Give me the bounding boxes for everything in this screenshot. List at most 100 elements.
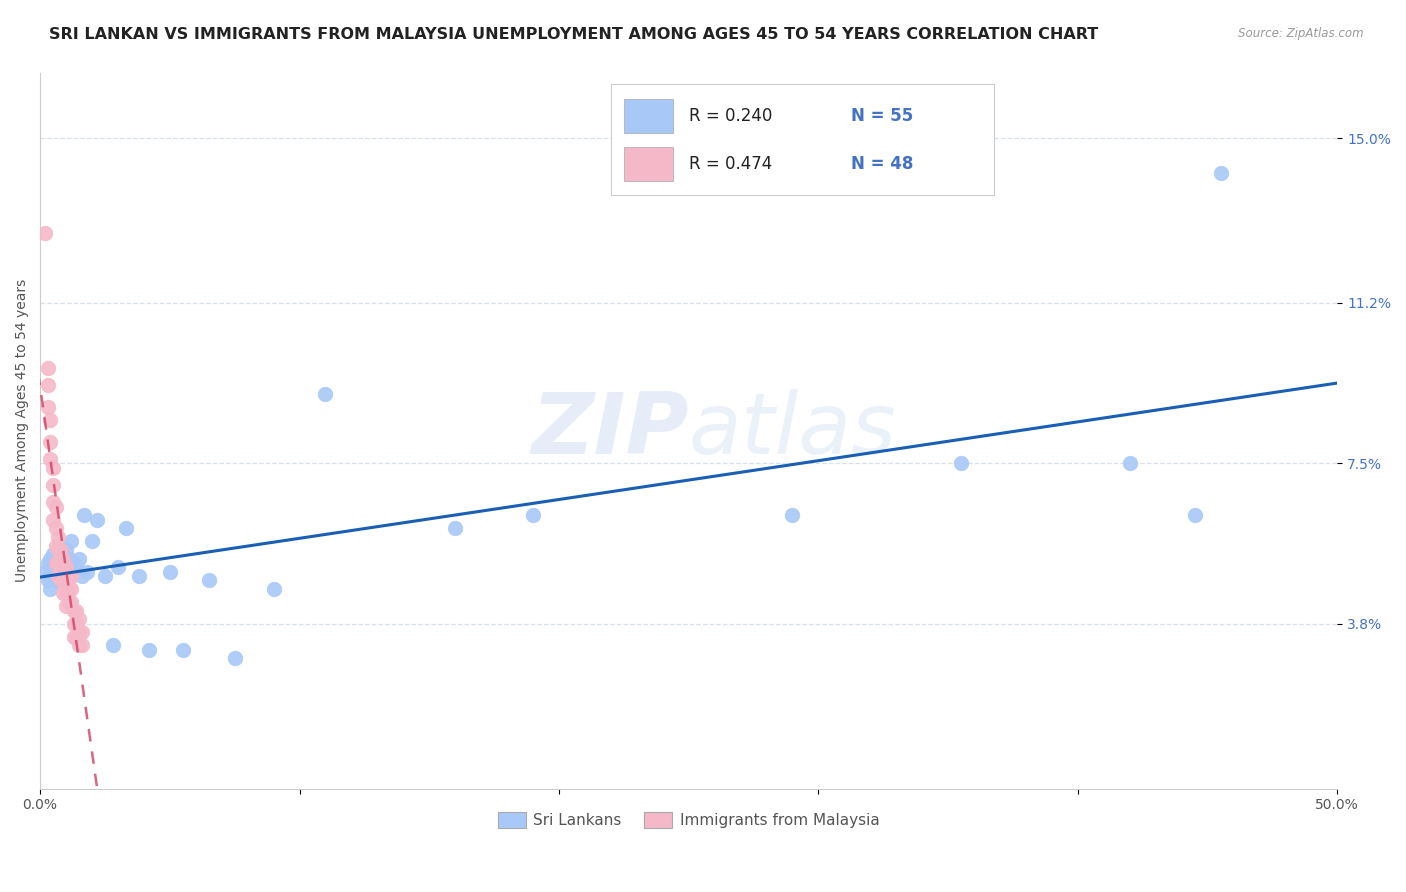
Point xyxy=(65,616,87,631)
Point xyxy=(52,560,75,574)
Point xyxy=(197,574,219,588)
Point xyxy=(76,565,98,579)
Point xyxy=(42,495,65,509)
Point xyxy=(63,556,86,570)
Point xyxy=(55,599,77,614)
Point xyxy=(1184,508,1206,523)
Point xyxy=(49,556,72,570)
FancyBboxPatch shape xyxy=(624,99,673,133)
Point xyxy=(52,565,75,579)
Point xyxy=(65,604,87,618)
Point xyxy=(39,551,62,566)
Point xyxy=(70,639,93,653)
Point xyxy=(49,574,72,588)
Point xyxy=(444,521,467,535)
Point xyxy=(782,508,804,523)
Point xyxy=(45,565,67,579)
Text: R = 0.240: R = 0.240 xyxy=(689,107,772,125)
Point xyxy=(114,521,136,535)
Point xyxy=(46,565,69,579)
Point xyxy=(42,565,65,579)
Point xyxy=(58,569,80,583)
Point xyxy=(52,565,75,579)
Point xyxy=(42,569,65,583)
Point xyxy=(46,543,69,558)
Point xyxy=(67,551,90,566)
Point xyxy=(65,630,87,644)
FancyBboxPatch shape xyxy=(610,84,994,194)
Point xyxy=(52,551,75,566)
Point xyxy=(263,582,285,596)
Point xyxy=(45,556,67,570)
Point xyxy=(60,534,83,549)
Point xyxy=(49,565,72,579)
Point xyxy=(42,460,65,475)
Point xyxy=(314,387,336,401)
Point xyxy=(52,574,75,588)
Point xyxy=(172,642,194,657)
Point xyxy=(67,639,90,653)
Point xyxy=(1209,166,1232,180)
Point xyxy=(86,513,108,527)
Point xyxy=(70,625,93,640)
Text: R = 0.474: R = 0.474 xyxy=(689,155,772,173)
Point xyxy=(55,574,77,588)
Point xyxy=(55,560,77,574)
Point xyxy=(45,560,67,574)
Point xyxy=(39,413,62,427)
Point xyxy=(67,612,90,626)
Point xyxy=(42,513,65,527)
Point xyxy=(46,556,69,570)
Point xyxy=(224,651,246,665)
Point xyxy=(55,543,77,558)
Point xyxy=(39,434,62,449)
Point xyxy=(138,642,160,657)
Point xyxy=(34,565,56,579)
Point xyxy=(101,639,124,653)
Point xyxy=(45,521,67,535)
Point xyxy=(94,569,117,583)
Point xyxy=(46,530,69,544)
Point xyxy=(45,574,67,588)
Point xyxy=(70,569,93,583)
Point xyxy=(39,582,62,596)
Point xyxy=(39,569,62,583)
Point xyxy=(49,543,72,558)
Text: Source: ZipAtlas.com: Source: ZipAtlas.com xyxy=(1239,27,1364,40)
Point xyxy=(42,556,65,570)
Point xyxy=(73,508,96,523)
Point xyxy=(63,630,86,644)
Point xyxy=(1119,456,1142,470)
Point xyxy=(37,400,59,414)
Point xyxy=(55,574,77,588)
Point xyxy=(80,534,103,549)
Point xyxy=(37,574,59,588)
Text: N = 55: N = 55 xyxy=(851,107,912,125)
Point xyxy=(58,582,80,596)
FancyBboxPatch shape xyxy=(624,146,673,181)
Point xyxy=(45,539,67,553)
Point xyxy=(60,569,83,583)
Point xyxy=(522,508,544,523)
Point xyxy=(60,595,83,609)
Text: SRI LANKAN VS IMMIGRANTS FROM MALAYSIA UNEMPLOYMENT AMONG AGES 45 TO 54 YEARS CO: SRI LANKAN VS IMMIGRANTS FROM MALAYSIA U… xyxy=(49,27,1098,42)
Point xyxy=(128,569,150,583)
Point xyxy=(45,500,67,514)
Point xyxy=(60,582,83,596)
Point xyxy=(46,569,69,583)
Point xyxy=(67,625,90,640)
Point xyxy=(46,556,69,570)
Point xyxy=(45,551,67,566)
Y-axis label: Unemployment Among Ages 45 to 54 years: Unemployment Among Ages 45 to 54 years xyxy=(15,279,30,582)
Point xyxy=(58,595,80,609)
Point xyxy=(52,586,75,600)
Text: atlas: atlas xyxy=(689,389,897,472)
Point xyxy=(37,556,59,570)
Point xyxy=(37,378,59,392)
Point xyxy=(58,551,80,566)
Point xyxy=(49,574,72,588)
Point xyxy=(63,604,86,618)
Point xyxy=(37,360,59,375)
Point xyxy=(950,456,973,470)
Point xyxy=(49,543,72,558)
